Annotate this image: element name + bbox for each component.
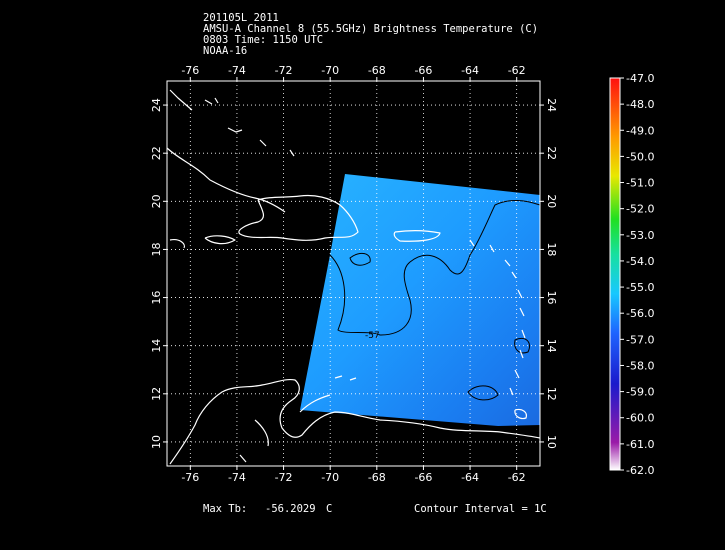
map-frame — [166, 80, 541, 467]
max-tb-value: -56.2029 — [265, 503, 316, 515]
lat-tick-label: 18 — [150, 242, 163, 256]
lon-tick-label: -70 — [321, 471, 339, 484]
data-swath — [300, 174, 540, 426]
lon-tick-label: -62 — [508, 64, 526, 77]
contour-interval: Contour Interval = 1C — [414, 503, 547, 515]
lon-tick-label: -74 — [228, 471, 246, 484]
lon-tick-label: -68 — [368, 64, 386, 77]
lat-tick-label: 16 — [545, 291, 558, 305]
contour-label: -57 — [365, 331, 380, 341]
lat-tick-label: 18 — [545, 242, 558, 256]
colorbar — [609, 77, 621, 471]
lat-ticks-left: 10 12 14 16 18 20 22 24 — [150, 98, 167, 449]
lat-tick-label: 12 — [150, 387, 163, 401]
max-tb-unit: C — [326, 503, 333, 515]
title-line-4: NOAA-16 — [203, 45, 248, 57]
title-line-3: 0803 Time: 1150 UTC — [203, 34, 324, 46]
lat-ticks-right: 10 12 14 16 18 20 22 24 — [540, 98, 558, 449]
graticule — [167, 81, 540, 466]
colorbar-label: -52.0 — [626, 203, 654, 216]
lat-tick-label: 24 — [150, 98, 163, 112]
lat-tick-label: 14 — [150, 339, 163, 353]
lon-tick-label: -66 — [414, 64, 432, 77]
lon-tick-label: -72 — [275, 64, 293, 77]
lat-tick-label: 20 — [545, 194, 558, 208]
colorbar-label: -62.0 — [626, 464, 654, 477]
max-tb-label: Max Tb: — [203, 503, 248, 515]
colorbar-label: -49.0 — [626, 124, 654, 137]
colorbar-label: -54.0 — [626, 255, 654, 268]
temperature-contours — [329, 200, 541, 401]
colorbar-labels: -47.0 -48.0 -49.0 -50.0 -51.0 -52.0 -53.0 -54.0… — [620, 72, 654, 477]
title-line-1: 201105L 2011 — [203, 12, 279, 24]
coastlines — [166, 89, 541, 465]
lat-tick-label: 10 — [150, 435, 163, 449]
colorbar-label: -50.0 — [626, 150, 654, 163]
lon-tick-label: -72 — [275, 471, 293, 484]
colorbar-label: -48.0 — [626, 98, 654, 111]
lon-tick-label: -64 — [461, 471, 479, 484]
colorbar-label: -51.0 — [626, 177, 654, 190]
lat-tick-label: 22 — [150, 146, 163, 160]
colorbar-label: -56.0 — [626, 307, 654, 320]
lon-ticks-top: -76 -74 -72 -70 -68 -66 -64 -62 — [181, 64, 526, 81]
colorbar-label: -60.0 — [626, 412, 654, 425]
lat-tick-label: 14 — [545, 339, 558, 353]
lat-tick-label: 24 — [545, 98, 558, 112]
lat-tick-label: 22 — [545, 146, 558, 160]
lon-ticks-bottom: -76 -74 -72 -70 -68 -66 -64 -62 — [181, 466, 526, 484]
lon-tick-label: -70 — [321, 64, 339, 77]
colorbar-label: -55.0 — [626, 281, 654, 294]
lat-tick-label: 12 — [545, 387, 558, 401]
lon-tick-label: -62 — [508, 471, 526, 484]
lon-tick-label: -76 — [181, 471, 199, 484]
lat-tick-label: 20 — [150, 194, 163, 208]
title-line-2: AMSU-A Channel 8 (55.5GHz) Brightness Te… — [203, 23, 539, 35]
lat-tick-label: 10 — [545, 435, 558, 449]
colorbar-label: -61.0 — [626, 438, 654, 451]
lon-tick-label: -68 — [368, 471, 386, 484]
colorbar-label: -47.0 — [626, 72, 654, 85]
colorbar-label: -58.0 — [626, 359, 654, 372]
lon-tick-label: -66 — [414, 471, 432, 484]
lon-tick-label: -64 — [461, 64, 479, 77]
lat-tick-label: 16 — [150, 291, 163, 305]
colorbar-label: -59.0 — [626, 386, 654, 399]
colorbar-label: -53.0 — [626, 229, 654, 242]
lon-tick-label: -76 — [181, 64, 199, 77]
colorbar-label: -57.0 — [626, 333, 654, 346]
lon-tick-label: -74 — [228, 64, 246, 77]
